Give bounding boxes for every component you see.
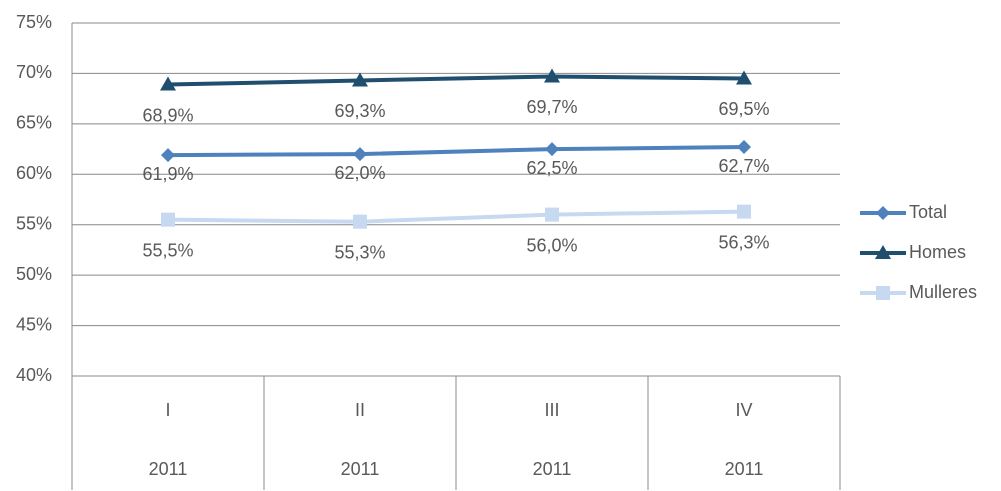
legend-label: Homes [909, 242, 966, 262]
data-label: 56,3% [718, 232, 769, 252]
y-tick-label: 45% [16, 314, 52, 334]
data-point [545, 142, 559, 157]
data-label: 69,3% [334, 101, 385, 121]
x-group-label: 2011 [149, 459, 188, 479]
data-point [545, 207, 559, 222]
data-label: 61,9% [142, 164, 193, 184]
x-tick-label: II [355, 400, 365, 420]
legend-marker [875, 245, 891, 259]
data-point [353, 214, 367, 229]
y-tick-label: 70% [16, 62, 52, 82]
data-point [161, 148, 175, 163]
x-group-label: 2011 [725, 459, 764, 479]
data-label: 55,5% [142, 240, 193, 260]
x-tick-label: I [165, 400, 170, 420]
series-line [167, 209, 745, 224]
data-label: 62,5% [526, 158, 577, 178]
data-label: 68,9% [142, 105, 193, 125]
data-point [544, 68, 560, 83]
data-label: 69,7% [526, 97, 577, 117]
y-tick-label: 50% [16, 264, 52, 284]
series-line [167, 74, 745, 87]
y-tick-label: 65% [16, 113, 52, 133]
data-label: 56,0% [526, 235, 577, 255]
y-tick-label: 60% [16, 163, 52, 183]
y-tick-label: 55% [16, 213, 52, 233]
y-tick-label: 40% [16, 365, 52, 385]
data-point [737, 204, 751, 219]
legend-label: Total [909, 202, 947, 222]
data-point [352, 72, 368, 87]
x-group-label: 2011 [533, 459, 572, 479]
legend-marker [876, 286, 890, 300]
legend-marker [876, 206, 890, 220]
data-point [736, 70, 752, 85]
x-tick-label: III [544, 400, 559, 420]
data-label: 62,7% [718, 156, 769, 176]
data-point [160, 76, 176, 91]
y-tick-label: 75% [16, 12, 52, 32]
data-label: 69,5% [718, 99, 769, 119]
series-line [167, 145, 745, 158]
x-tick-label: IV [735, 400, 752, 420]
x-group-label: 2011 [341, 459, 380, 479]
legend-label: Mulleres [909, 282, 977, 302]
data-point [161, 212, 175, 227]
data-point [353, 147, 367, 162]
data-point [737, 140, 751, 155]
data-label: 62,0% [334, 163, 385, 183]
data-label: 55,3% [334, 242, 385, 262]
